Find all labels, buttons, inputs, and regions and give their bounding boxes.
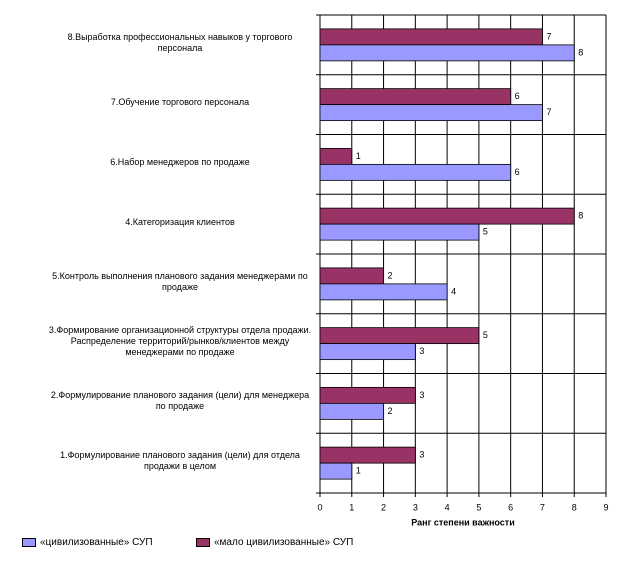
data-label: 4 — [451, 286, 456, 296]
bar — [319, 327, 480, 345]
bar — [319, 88, 512, 106]
category-label: 7.Обучение торгового персонала — [45, 81, 315, 125]
category-label: 4.Категоризация клиентов — [45, 200, 315, 244]
bar — [319, 402, 384, 420]
category-text: 4.Категоризация клиентов — [125, 216, 235, 227]
category-label: 8.Выработка профессиональных навыков у т… — [45, 21, 315, 65]
category-label: 3.Формирование организационной структуры… — [45, 320, 315, 364]
x-tick-label: 5 — [476, 502, 481, 512]
category-label: 6.Набор менеджеров по продаже — [45, 140, 315, 184]
bar — [319, 104, 543, 122]
bar — [319, 28, 543, 46]
legend-item: «цивилизованные» СУП — [22, 537, 153, 548]
legend-swatch — [196, 538, 210, 547]
data-label: 1 — [356, 466, 361, 476]
data-label: 5 — [483, 227, 488, 237]
bar — [319, 207, 575, 225]
data-label: 6 — [515, 91, 520, 101]
bar — [319, 44, 575, 62]
data-label: 3 — [419, 450, 424, 460]
bar — [319, 267, 384, 285]
data-label: 1 — [356, 151, 361, 161]
category-text: 1.Формулирование планового задания (цели… — [60, 450, 300, 472]
data-label: 3 — [419, 346, 424, 356]
data-label: 2 — [388, 270, 393, 280]
x-tick-label: 3 — [413, 502, 418, 512]
bar — [319, 147, 353, 165]
bar — [319, 223, 480, 241]
data-label: 8 — [578, 47, 583, 57]
bar — [319, 386, 416, 404]
x-axis-label: Ранг степени важности — [411, 517, 514, 527]
category-text: 8.Выработка профессиональных навыков у т… — [67, 31, 293, 53]
category-text: 6.Набор менеджеров по продаже — [110, 156, 250, 167]
legend-label: «мало цивилизованные» СУП — [214, 537, 354, 548]
x-tick-label: 0 — [317, 502, 322, 512]
x-tick-label: 2 — [381, 502, 386, 512]
category-text: 3.Формирование организационной структуры… — [48, 325, 312, 358]
category-text: 2.Формулирование планового задания (цели… — [50, 390, 310, 412]
data-label: 2 — [388, 406, 393, 416]
legend-swatch — [22, 538, 36, 547]
data-label: 6 — [515, 167, 520, 177]
bar — [319, 163, 512, 181]
x-tick-label: 9 — [603, 502, 608, 512]
category-label: 2.Формулирование планового задания (цели… — [45, 379, 315, 423]
x-tick-label: 4 — [445, 502, 450, 512]
legend-label: «цивилизованные» СУП — [40, 537, 153, 548]
category-text: 7.Обучение торгового персонала — [110, 97, 250, 108]
x-tick-label: 8 — [572, 502, 577, 512]
x-tick-label: 6 — [508, 502, 513, 512]
bar — [319, 446, 416, 464]
x-tick-label: 1 — [349, 502, 354, 512]
category-text: 5.Контроль выполнения планового задания … — [52, 270, 308, 292]
data-label: 8 — [578, 211, 583, 221]
data-label: 5 — [483, 330, 488, 340]
category-label: 1.Формулирование планового задания (цели… — [45, 439, 315, 483]
data-label: 3 — [419, 390, 424, 400]
data-label: 7 — [546, 31, 551, 41]
x-tick-label: 7 — [540, 502, 545, 512]
bar — [319, 462, 353, 480]
data-label: 7 — [546, 107, 551, 117]
legend-item: «мало цивилизованные» СУП — [196, 537, 353, 548]
bar — [319, 283, 448, 301]
category-label: 5.Контроль выполнения планового задания … — [45, 260, 315, 304]
bar — [319, 343, 416, 361]
